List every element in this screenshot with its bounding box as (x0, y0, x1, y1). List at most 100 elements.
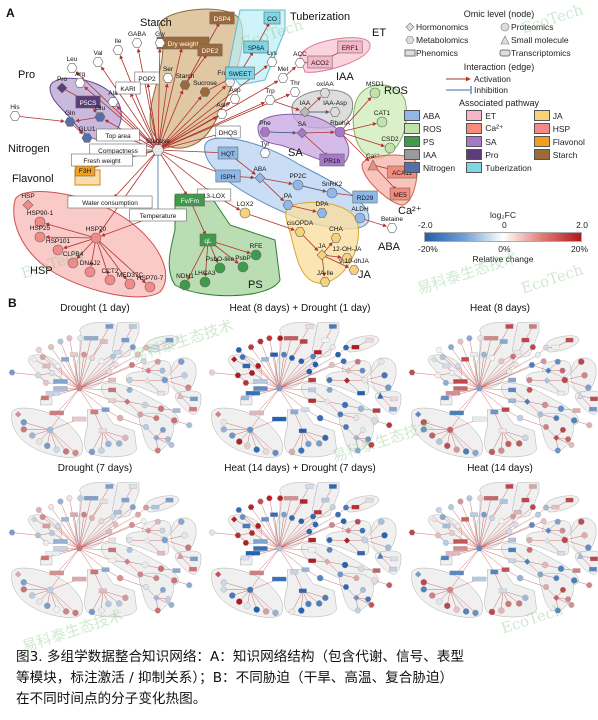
roundrect-icon (499, 49, 511, 57)
condition-node-rbohA (361, 376, 368, 384)
condition-node-ala (254, 523, 262, 529)
activation-edge (73, 514, 80, 549)
condition-node-sucrose (98, 518, 105, 525)
condition-node-kari (261, 517, 270, 522)
condition-node-oh-ja (364, 436, 372, 443)
svg-text:Ser: Ser (163, 66, 174, 73)
svg-text:Thr: Thr (290, 80, 301, 87)
node-psbo: PsbO-like (206, 256, 234, 274)
activation-edge (79, 361, 102, 389)
condition-node-iaa-node (545, 527, 552, 534)
activation-edge (269, 99, 300, 111)
activation-edge (256, 548, 280, 574)
condition-node-hsp70 (46, 586, 54, 594)
svg-text:Phe: Phe (259, 120, 271, 127)
activation-edge (442, 516, 480, 549)
condition-node-his (208, 529, 216, 536)
condition-title-heat-8d: Heat (8 days) (469, 303, 531, 314)
condition-node-starch-node (88, 355, 96, 361)
condition-node-pro-node (430, 356, 438, 363)
svg-text:Leu: Leu (67, 56, 78, 63)
condition-node-ile (257, 338, 264, 345)
condition-node-hqt (108, 547, 117, 553)
svg-text:IAA-Asp: IAA-Asp (323, 100, 347, 107)
panel-b-letter: B (8, 296, 17, 310)
activation-edge (279, 357, 293, 389)
pathway-swatch (466, 149, 483, 160)
condition-node-ser (280, 511, 288, 518)
activation-edge (479, 388, 513, 391)
activation-edge (116, 105, 159, 151)
activation-edge (456, 548, 480, 574)
activation-edge (279, 388, 306, 410)
condition-node-dsp4 (105, 484, 114, 489)
condition-node-ql (98, 588, 107, 594)
condition-node-temperature (272, 416, 287, 422)
condition-node-msd1 (378, 518, 385, 525)
pathway-legend-item: HSP (533, 123, 594, 134)
condition-node-me5 (189, 566, 197, 572)
condition-node-rbohA (561, 536, 568, 544)
activation-edge (12, 372, 39, 376)
condition-node-aco2 (551, 344, 560, 350)
condition-node-pp2c (541, 401, 549, 409)
condition-node-phe (526, 537, 533, 543)
condition-node-msd1 (178, 518, 185, 525)
activation-edge (250, 346, 280, 389)
condition-node-ndh1 (288, 448, 296, 456)
svg-text:ACO2: ACO2 (311, 60, 329, 67)
condition-node-iaa-asp (159, 367, 166, 374)
hexagon-icon (405, 36, 415, 44)
edge-legend-label: Inhibition (474, 85, 509, 95)
condition-node-lox2 (516, 574, 524, 582)
svg-text:Glu: Glu (95, 105, 106, 112)
activation-edge (479, 337, 492, 389)
svg-text:Ala: Ala (108, 90, 118, 97)
pathway-legend-label: Starch (552, 149, 578, 160)
condition-node-cat1 (381, 532, 388, 539)
activation-edge (223, 421, 251, 431)
activation-edge (260, 341, 280, 389)
condition-node-pa (137, 571, 144, 578)
condition-node-temperature (72, 416, 87, 422)
activation-edge (120, 417, 147, 428)
condition-node-f3h (441, 555, 449, 561)
condition-node-oh-ja (164, 596, 172, 603)
pathway-legend-label: SA (485, 136, 497, 147)
activation-edge (327, 561, 341, 575)
condition-node-iaa-asp (559, 527, 566, 534)
condition-node-co (128, 324, 137, 329)
condition-node-p5cs (42, 523, 51, 529)
svg-text:CHA: CHA (329, 226, 343, 233)
condition-node-aldh (571, 577, 578, 584)
node-tyr: Tyr (259, 141, 271, 158)
activation-edge (479, 517, 493, 549)
condition-node-hsp70 (246, 586, 254, 594)
condition-node-glucose (76, 385, 83, 392)
condition-node-isph (108, 398, 117, 403)
condition-node-glu1 (42, 380, 50, 386)
condition-node-dhqs (108, 537, 117, 543)
activation-edge (249, 429, 257, 450)
condition-node-dpa (153, 575, 160, 581)
condition-node-thr (340, 358, 347, 365)
activation-edge (294, 571, 303, 592)
condition-node-pa (537, 571, 544, 578)
condition-node-ala (454, 523, 462, 529)
condition-node-fv-fm (290, 409, 299, 415)
svg-text:Sucrose: Sucrose (193, 80, 217, 87)
condition-node-csd2 (185, 384, 192, 391)
condition-node-lys (129, 344, 137, 350)
condition-node-trp (528, 522, 536, 528)
sa-group-hull (326, 531, 370, 556)
activation-edge (525, 326, 534, 341)
condition-node-his (408, 529, 416, 536)
condition-node-pp2c (141, 561, 149, 569)
activation-edge (279, 539, 313, 549)
condition-node-met (334, 351, 342, 358)
condition-node-glu (248, 370, 256, 376)
pathway-legend-label: IAA (423, 149, 437, 160)
condition-node-erf1 (365, 497, 374, 503)
svg-text:Top area: Top area (105, 133, 131, 140)
node-hsp101: HSP101 (46, 238, 70, 256)
